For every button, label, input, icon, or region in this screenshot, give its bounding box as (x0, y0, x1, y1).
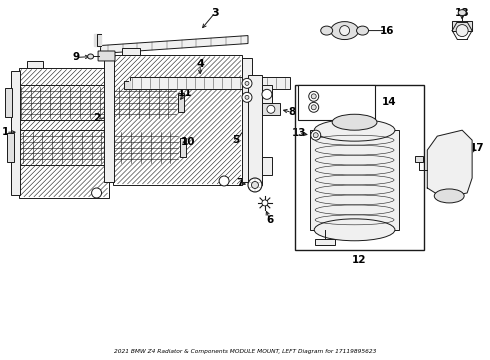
Bar (315, 239, 335, 245)
Bar (27, 62, 43, 68)
Circle shape (245, 81, 249, 85)
Polygon shape (100, 36, 248, 54)
Text: 18: 18 (455, 8, 469, 18)
Bar (298, 85, 375, 120)
Circle shape (92, 188, 101, 198)
Circle shape (311, 130, 321, 140)
Ellipse shape (88, 54, 94, 59)
Text: 8: 8 (288, 107, 295, 117)
Text: 11: 11 (178, 88, 193, 98)
Polygon shape (427, 130, 472, 198)
Ellipse shape (314, 219, 395, 241)
Text: 12: 12 (352, 255, 367, 265)
Bar (295, 85, 424, 250)
Text: 7: 7 (236, 178, 244, 188)
Ellipse shape (314, 119, 395, 141)
Circle shape (309, 91, 318, 101)
Circle shape (340, 26, 349, 36)
Circle shape (456, 24, 468, 37)
Bar (19, 68, 108, 198)
Ellipse shape (434, 189, 464, 203)
Ellipse shape (357, 26, 368, 35)
Circle shape (309, 102, 318, 112)
Bar (113, 55, 242, 185)
Text: 3: 3 (211, 8, 219, 18)
Polygon shape (452, 21, 472, 31)
Circle shape (262, 89, 272, 99)
Text: 15: 15 (328, 97, 343, 107)
Circle shape (251, 181, 258, 189)
Text: 1: 1 (2, 127, 9, 137)
Circle shape (311, 105, 316, 110)
Text: 2: 2 (93, 113, 100, 123)
Ellipse shape (331, 22, 359, 40)
Bar (262, 157, 272, 175)
Circle shape (267, 105, 275, 113)
Circle shape (245, 95, 249, 99)
Bar (122, 48, 141, 55)
Text: 2021 BMW Z4 Radiator & Components MODULE MOUNT, LEFT Diagram for 17119895623: 2021 BMW Z4 Radiator & Components MODULE… (114, 349, 376, 354)
Bar (262, 103, 280, 115)
Circle shape (311, 94, 316, 99)
FancyBboxPatch shape (98, 51, 115, 61)
Bar (13, 130, 180, 165)
Bar (7, 133, 14, 162)
Text: 5: 5 (232, 135, 240, 145)
Ellipse shape (332, 114, 377, 130)
Text: 10: 10 (181, 137, 196, 147)
Bar (178, 93, 184, 112)
Circle shape (262, 200, 268, 206)
Circle shape (242, 78, 252, 88)
Bar (130, 77, 290, 89)
Bar (416, 156, 423, 162)
Circle shape (219, 176, 229, 186)
Bar (5, 88, 12, 117)
Bar (11, 71, 20, 195)
Bar (248, 75, 262, 185)
Bar (103, 58, 114, 182)
Circle shape (248, 178, 262, 192)
Circle shape (313, 133, 318, 138)
Text: 16: 16 (380, 26, 395, 36)
Text: 6: 6 (266, 215, 273, 225)
Circle shape (242, 92, 252, 102)
Ellipse shape (321, 26, 333, 35)
Bar (11, 85, 178, 120)
Bar (310, 130, 399, 230)
Ellipse shape (458, 10, 466, 15)
Polygon shape (124, 81, 130, 89)
Text: 9: 9 (72, 53, 79, 63)
Bar (262, 85, 272, 103)
Text: 4: 4 (196, 59, 204, 69)
Text: 13: 13 (292, 128, 306, 138)
Polygon shape (94, 33, 100, 45)
Text: 14: 14 (382, 97, 396, 107)
Text: 17: 17 (470, 143, 485, 153)
Bar (180, 138, 186, 157)
Bar (242, 58, 252, 182)
